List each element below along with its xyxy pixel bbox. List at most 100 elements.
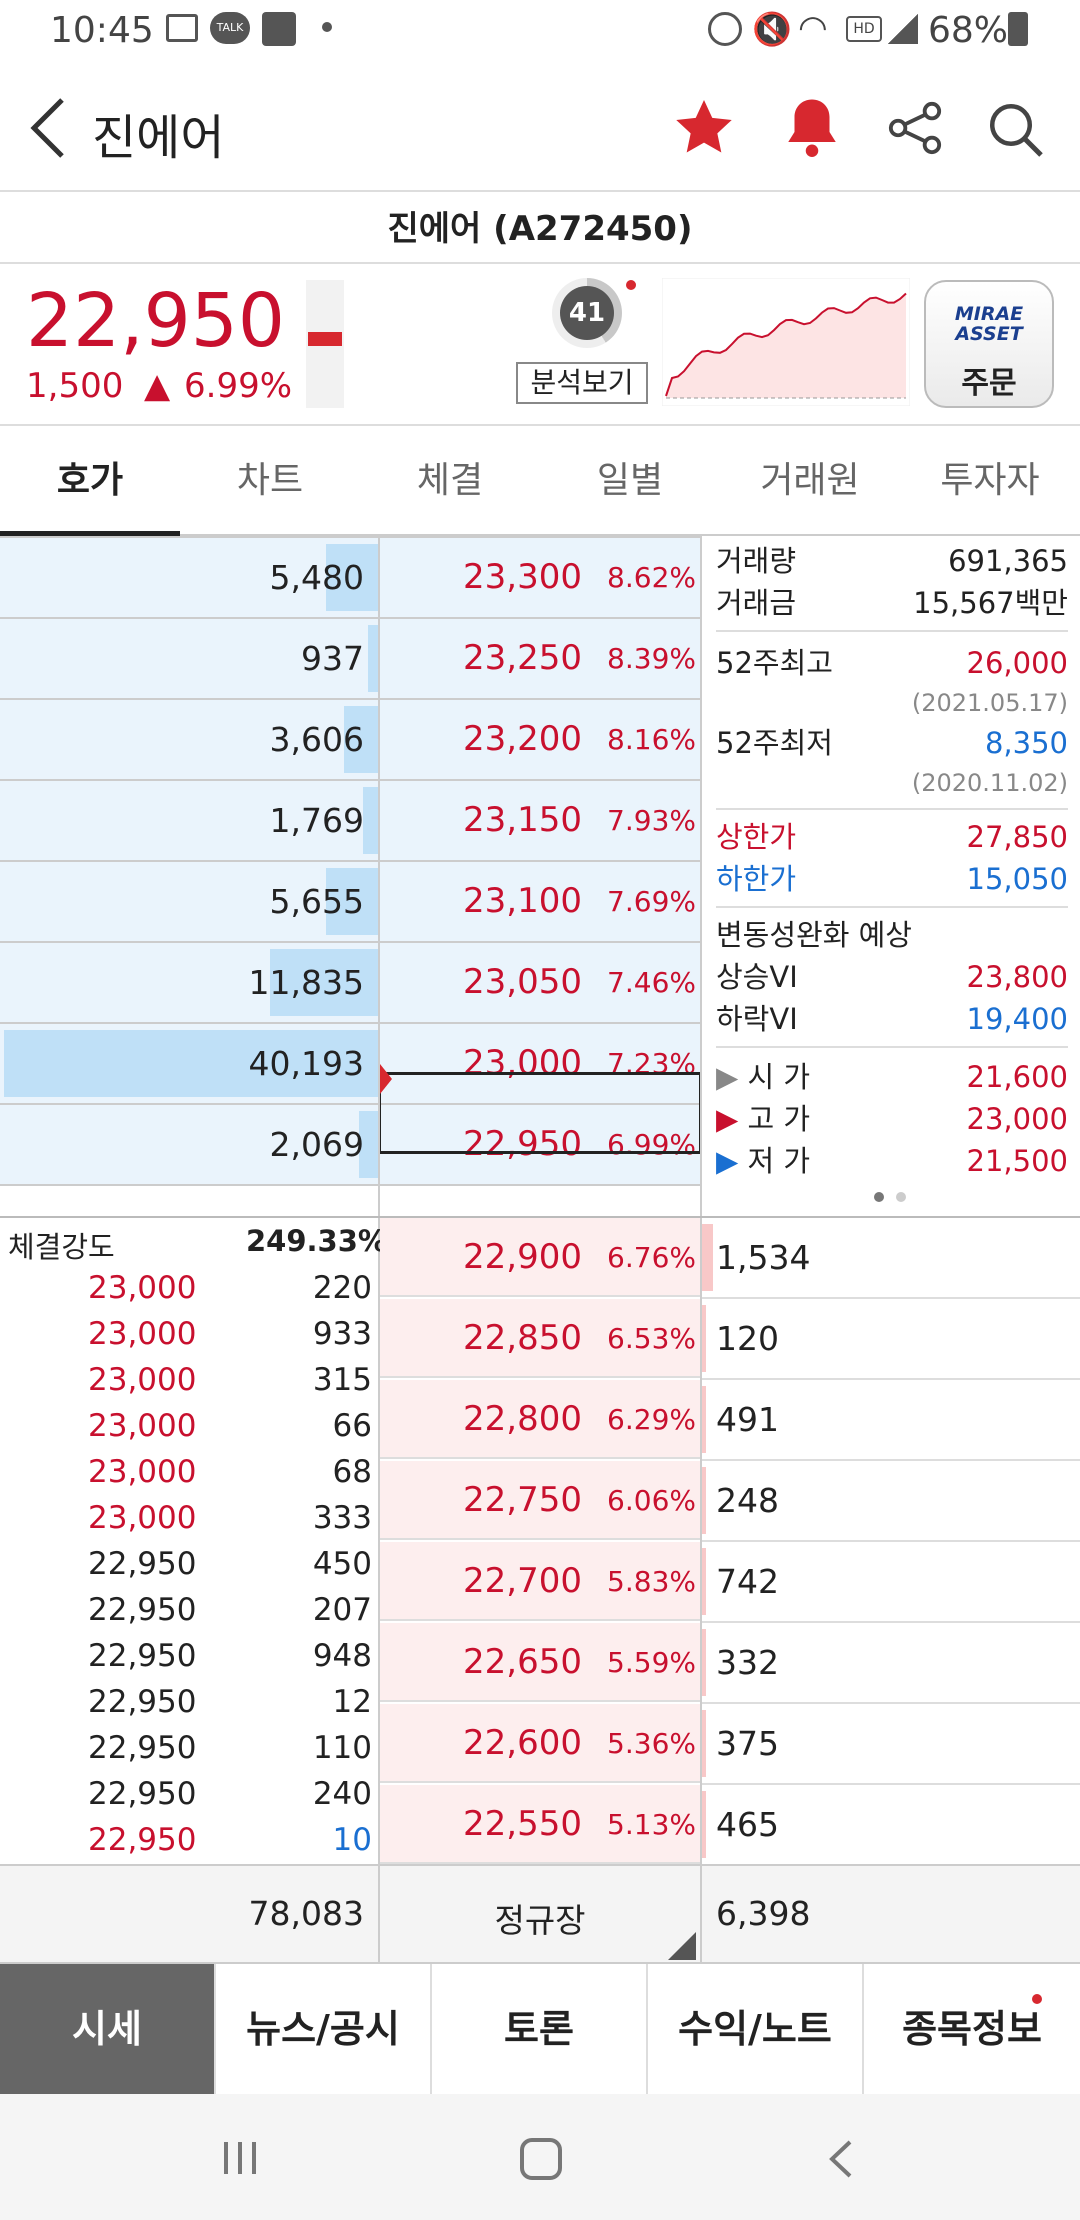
ask-row[interactable]: 3,606 23,200 8.16% [0, 700, 700, 781]
ask-row[interactable]: 5,480 23,300 8.62% [0, 538, 700, 619]
bid-row[interactable]: 22,700 5.83% 742 [0, 1542, 1080, 1623]
tab-brokers[interactable]: 거래원 [760, 460, 860, 501]
analysis-gauge[interactable]: 41 [552, 278, 622, 348]
trade-quantity: 68 [332, 1454, 372, 1490]
trade-price: 23,000 [88, 1362, 197, 1398]
alarm-icon [708, 12, 742, 46]
bid-row[interactable]: 22,650 5.59% 332 [0, 1623, 1080, 1704]
back-icon[interactable] [826, 2138, 856, 2180]
tab-daily[interactable]: 일별 [596, 460, 664, 501]
bell-icon[interactable] [782, 94, 842, 160]
tab-investors[interactable]: 투자자 [940, 460, 1040, 501]
bid-volume-bar [702, 1710, 706, 1777]
stock-name-code: 진에어 (A272450) [0, 194, 1080, 264]
ask-price-cell[interactable]: 23,000 7.23% [380, 1024, 700, 1103]
bid-price-cell[interactable]: 22,550 5.13% [380, 1785, 700, 1864]
bid-row[interactable]: 22,750 6.06% 248 [0, 1461, 1080, 1542]
hd-icon: HD [846, 16, 882, 42]
bid-price-cell[interactable]: 22,700 5.83% [380, 1542, 700, 1621]
trade-price: 22,950 [88, 1592, 197, 1628]
price-change-percent: 6.99% [184, 366, 293, 406]
page-dot-active-icon[interactable] [874, 1192, 884, 1202]
bid-price-cell[interactable]: 22,900 6.76% [380, 1218, 700, 1297]
price-change: 1,500 [26, 366, 124, 406]
info-upper-limit: 상한가 27,850 [716, 820, 1068, 854]
nav-news[interactable]: 뉴스/공시 [216, 1964, 432, 2094]
bid-price-cell[interactable]: 22,650 5.59% [380, 1623, 700, 1702]
bid-row[interactable]: 22,900 6.76% 1,534 [0, 1218, 1080, 1299]
bid-row[interactable]: 22,550 5.13% 465 [0, 1785, 1080, 1866]
page-dot-icon[interactable] [896, 1192, 906, 1202]
ask-volume-cell: 937 [0, 619, 378, 698]
ask-volume: 3,606 [269, 720, 364, 759]
back-arrow-icon[interactable] [28, 96, 68, 160]
tab-executions[interactable]: 체결 [416, 460, 484, 501]
bid-price-cell[interactable]: 22,850 6.53% [380, 1299, 700, 1378]
chart-app-icon [262, 12, 296, 46]
trade-quantity: 948 [312, 1638, 372, 1674]
trade-price: 23,000 [88, 1500, 197, 1536]
star-icon[interactable] [672, 96, 736, 160]
ask-price: 23,250 [463, 638, 582, 678]
up-triangle-icon: ▲ [144, 366, 171, 406]
order-button[interactable]: MIRAE ASSET 주문 [924, 280, 1054, 408]
nav-stock-info[interactable]: 종목정보 [902, 2007, 1042, 2051]
price-summary: 22,950 1,500 ▲ 6.99% 41 분석보기 MIRAE ASSET … [0, 266, 1080, 424]
bid-percent: 5.36% [607, 1727, 696, 1760]
recent-apps-icon[interactable] [220, 2138, 260, 2178]
ask-price-cell[interactable]: 23,150 7.93% [380, 781, 700, 860]
ask-volume: 5,655 [269, 882, 364, 921]
ask-price-cell[interactable]: 23,250 8.39% [380, 619, 700, 698]
current-price-arrow-icon [380, 1064, 392, 1094]
bid-row[interactable]: 22,600 5.36% 375 [0, 1704, 1080, 1785]
ask-row[interactable]: 5,655 23,100 7.69% [0, 862, 700, 943]
bid-price-cell[interactable]: 22,600 5.36% [380, 1704, 700, 1783]
ask-price-cell[interactable]: 23,100 7.69% [380, 862, 700, 941]
bid-price-cell[interactable]: 22,750 6.06% [380, 1461, 700, 1540]
ask-row-partial [0, 536, 700, 538]
bid-price-cell[interactable]: 22,800 6.29% [380, 1380, 700, 1459]
share-icon[interactable] [886, 98, 944, 158]
ask-price-cell[interactable]: 22,950 6.99% [380, 1105, 700, 1184]
battery-icon [1008, 12, 1028, 46]
ask-row[interactable]: 40,193 23,000 7.23% [0, 1024, 700, 1105]
analysis-button[interactable]: 분석보기 [516, 362, 648, 404]
ask-price-cell[interactable]: 23,050 7.46% [380, 943, 700, 1022]
trade-price: 23,000 [88, 1408, 197, 1444]
bid-volume: 742 [716, 1562, 779, 1601]
bid-volume-bar [702, 1386, 706, 1453]
nav-profit-note[interactable]: 수익/노트 [648, 1964, 864, 2094]
ask-price-cell[interactable]: 23,300 8.62% [380, 538, 700, 617]
ask-volume-cell: 5,480 [0, 538, 378, 617]
page-title: 진에어 [92, 110, 225, 166]
ask-row[interactable]: 11,835 23,050 7.46% [0, 943, 700, 1024]
ask-row[interactable]: 1,769 23,150 7.93% [0, 781, 700, 862]
trade-quantity: 220 [312, 1270, 372, 1306]
nav-discussion[interactable]: 토론 [432, 1964, 648, 2094]
tab-orderbook[interactable]: 호가 [0, 426, 180, 536]
info-52w-low-date: (2020.11.02) [911, 769, 1068, 797]
bid-row[interactable]: 22,800 6.29% 491 [0, 1380, 1080, 1461]
bid-row[interactable]: 22,850 6.53% 120 [0, 1299, 1080, 1380]
bid-percent: 6.53% [607, 1322, 696, 1355]
nav-quote[interactable]: 시세 [0, 1964, 216, 2094]
battery-percent: 68% [928, 10, 1009, 51]
tab-chart[interactable]: 차트 [236, 460, 304, 501]
info-amount: 거래금 15,567백만 [716, 586, 1068, 620]
info-vi-title: 변동성완화 예상 [716, 918, 912, 952]
info-vi-down: 하락VI 19,400 [716, 1002, 1068, 1036]
session-status[interactable]: 정규장 [494, 1901, 586, 1940]
red-triangle-icon: ▶ [716, 1102, 739, 1136]
search-icon[interactable] [986, 100, 1046, 160]
ask-row[interactable]: 2,069 22,950 6.99% [0, 1105, 700, 1186]
ask-row[interactable]: 937 23,250 8.39% [0, 619, 700, 700]
bid-volume-bar [702, 1224, 713, 1291]
order-label: 주문 [961, 366, 1017, 401]
ask-price-cell[interactable]: 23,200 8.16% [380, 700, 700, 779]
status-bar: 10:45 TALK 🔇 ◠ HD 68% [0, 0, 1080, 64]
bid-volume: 491 [716, 1400, 779, 1439]
intraday-chart[interactable] [662, 278, 910, 406]
bid-price: 22,850 [463, 1318, 582, 1358]
ask-volume: 937 [301, 639, 364, 678]
home-icon[interactable] [518, 2136, 564, 2182]
